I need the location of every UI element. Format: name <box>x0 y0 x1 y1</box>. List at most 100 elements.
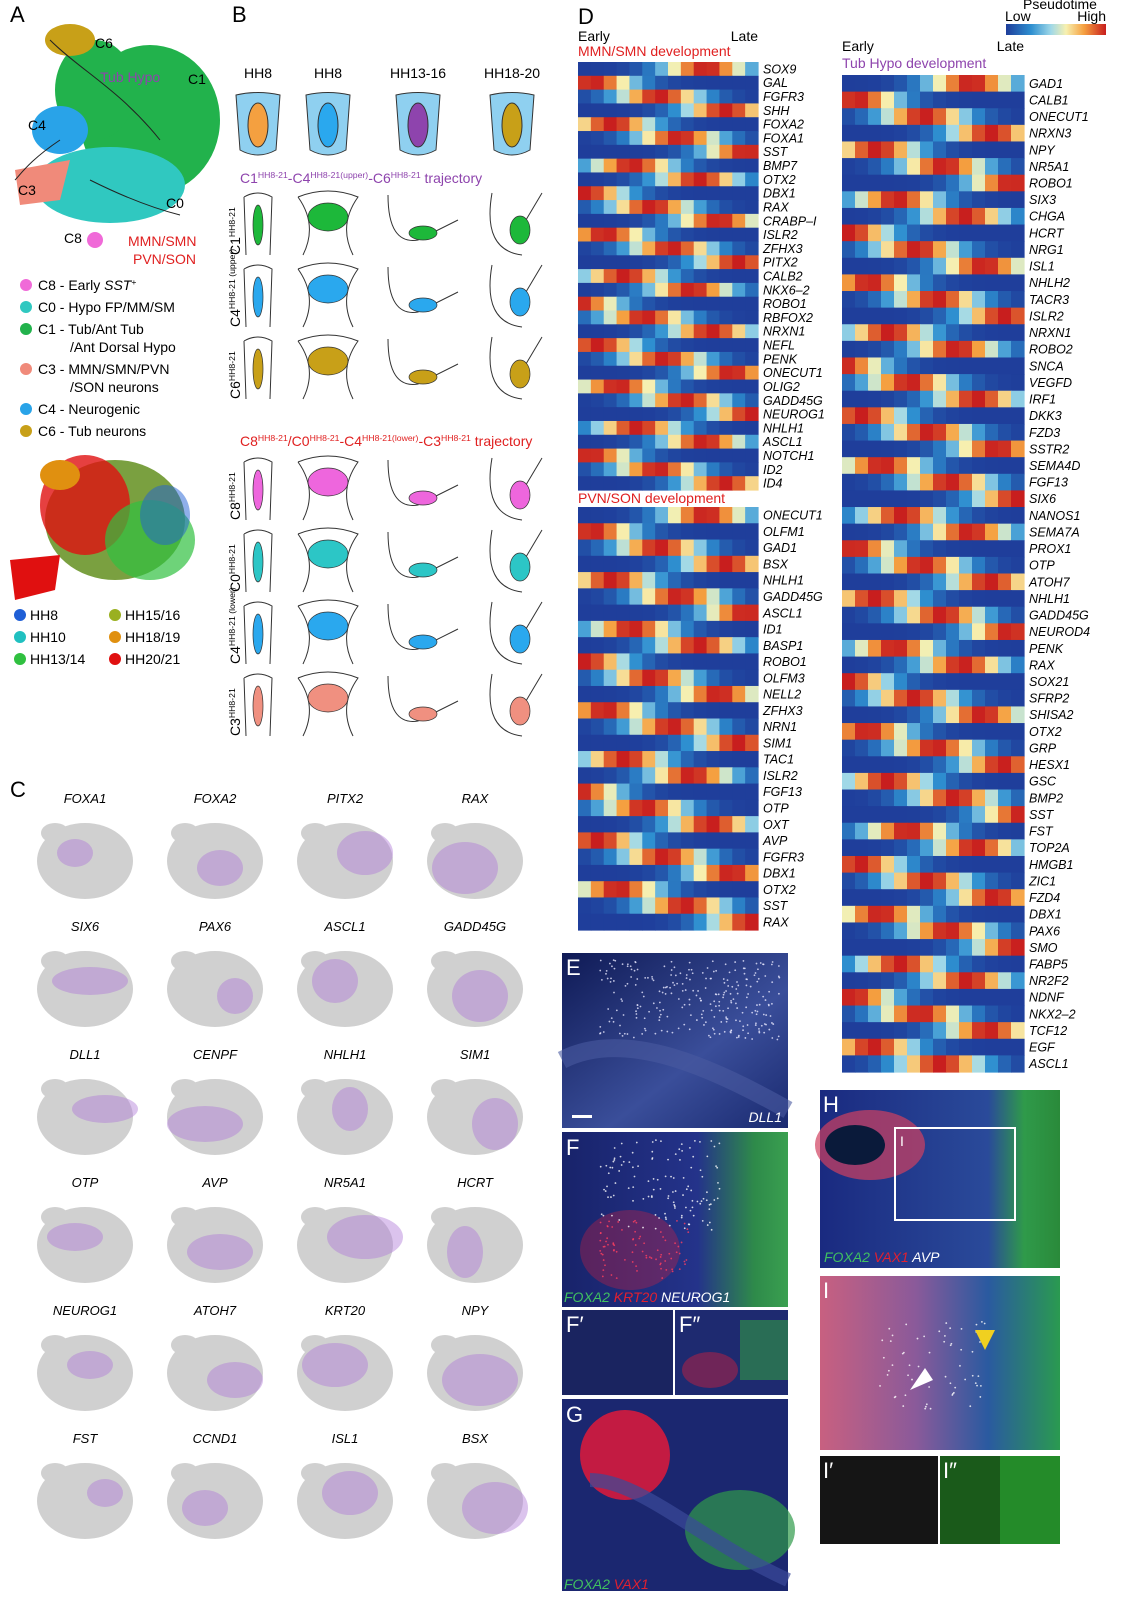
heatmap-cell <box>591 605 604 622</box>
heatmap-cell <box>933 457 947 474</box>
gene-label: OTP <box>1029 559 1055 573</box>
heatmap-cell <box>881 922 895 939</box>
heatmap-cell <box>681 621 694 638</box>
heatmap-cell <box>1011 308 1025 325</box>
heatmap-cell <box>855 175 869 192</box>
heatmap-cell <box>745 186 758 200</box>
signal-dot <box>644 977 646 979</box>
stain: VAX1 <box>874 1249 909 1265</box>
heatmap-cell <box>868 507 882 524</box>
heatmap-cell <box>998 1006 1012 1023</box>
signal-dot <box>881 1339 883 1341</box>
stain-label: FOXA2 KRT20 NEUROG1 <box>564 1289 730 1305</box>
signal-dot <box>709 1222 711 1224</box>
heatmap-cell <box>972 108 986 125</box>
signal-dot <box>613 1249 615 1251</box>
heatmap-cell <box>578 816 591 833</box>
signal-dot <box>611 1274 613 1276</box>
heatmap-cell <box>604 588 617 605</box>
heatmap-cell <box>707 449 720 463</box>
heatmap-cell <box>868 839 882 856</box>
signal-dot <box>689 999 691 1001</box>
heatmap-cell <box>868 274 882 291</box>
signal-dot <box>716 1167 718 1169</box>
heatmap-cell <box>894 175 908 192</box>
expression-overlay <box>432 842 498 894</box>
heatmap-cell <box>591 407 604 421</box>
heatmap-cell <box>959 1055 973 1072</box>
heatmap-cell <box>855 1022 869 1039</box>
heatmap-cell <box>578 380 591 394</box>
heatmap-cell <box>719 897 732 914</box>
heatmap-cell <box>617 352 630 366</box>
heatmap-cell <box>972 407 986 424</box>
heatmap-cell <box>707 605 720 622</box>
heatmap-cell <box>998 889 1012 906</box>
heatmap-cell <box>604 352 617 366</box>
heatmap-cell <box>933 623 947 640</box>
signal-dot <box>706 1156 708 1158</box>
heatmap-cell <box>998 407 1012 424</box>
heatmap-cell <box>745 605 758 622</box>
heatmap-cell <box>868 474 882 491</box>
heatmap-cell <box>959 391 973 408</box>
signal-dot <box>723 994 725 996</box>
heatmap-cell <box>894 474 908 491</box>
expression-umap <box>171 951 199 971</box>
heatmap-cell <box>732 145 745 159</box>
signal-dot <box>778 976 780 978</box>
heatmap-cell <box>855 790 869 807</box>
heatmap-cell <box>933 92 947 109</box>
heatmap-cell <box>745 255 758 269</box>
heatmap-cell <box>972 607 986 624</box>
heatmap-cell <box>907 640 921 657</box>
heatmap-cell <box>578 621 591 638</box>
heatmap-cell <box>745 241 758 255</box>
heatmap-cell <box>868 291 882 308</box>
schematic <box>318 103 338 147</box>
signal-dot <box>671 961 673 963</box>
heatmap-cell <box>933 740 947 757</box>
stain-label: FOXA2 VAX1 AVP <box>824 1249 940 1265</box>
gene-label: FGF13 <box>763 785 802 799</box>
gene-label: OTX2 <box>1029 725 1062 739</box>
heatmap-cell <box>868 324 882 341</box>
heatmap-cell <box>842 607 856 624</box>
signal-dot <box>710 1003 712 1005</box>
signal-dot <box>747 1024 749 1026</box>
heatmap-cell <box>707 653 720 670</box>
heatmap-cell <box>842 457 856 474</box>
heatmap-cell <box>933 291 947 308</box>
heatmap-cell <box>907 208 921 225</box>
heatmap-cell <box>655 90 668 104</box>
heatmap-cell <box>694 540 707 557</box>
heatmap-cell <box>842 956 856 973</box>
heatmap-cell <box>907 756 921 773</box>
heatmap-cell <box>642 784 655 801</box>
legend-swatch <box>14 653 26 665</box>
heatmap-cell <box>959 640 973 657</box>
heatmap-cell <box>920 706 934 723</box>
heatmap-cell <box>881 690 895 707</box>
heatmap-cell <box>719 556 732 573</box>
signal-dot <box>637 969 639 971</box>
heatmap-cell <box>629 159 642 173</box>
heatmap-cell <box>842 540 856 557</box>
gene-label: SSTR2 <box>1029 442 1069 456</box>
heatmap-cell <box>972 989 986 1006</box>
heatmap-cell <box>933 590 947 607</box>
heatmap-cell <box>668 435 681 449</box>
legend-entry: /Ant Dorsal Hypo <box>70 339 176 355</box>
heatmap-cell <box>998 108 1012 125</box>
heatmap-cell <box>745 702 758 719</box>
heatmap-cell <box>972 374 986 391</box>
signal-dot <box>659 1002 661 1004</box>
heatmap-cell <box>694 311 707 325</box>
heatmap-cell <box>732 735 745 752</box>
signal-dot <box>959 1365 961 1367</box>
heatmap-cell <box>998 341 1012 358</box>
heatmap-cell <box>745 784 758 801</box>
heatmap-cell <box>933 773 947 790</box>
heatmap-cell <box>868 241 882 258</box>
heatmap-cell <box>972 956 986 973</box>
